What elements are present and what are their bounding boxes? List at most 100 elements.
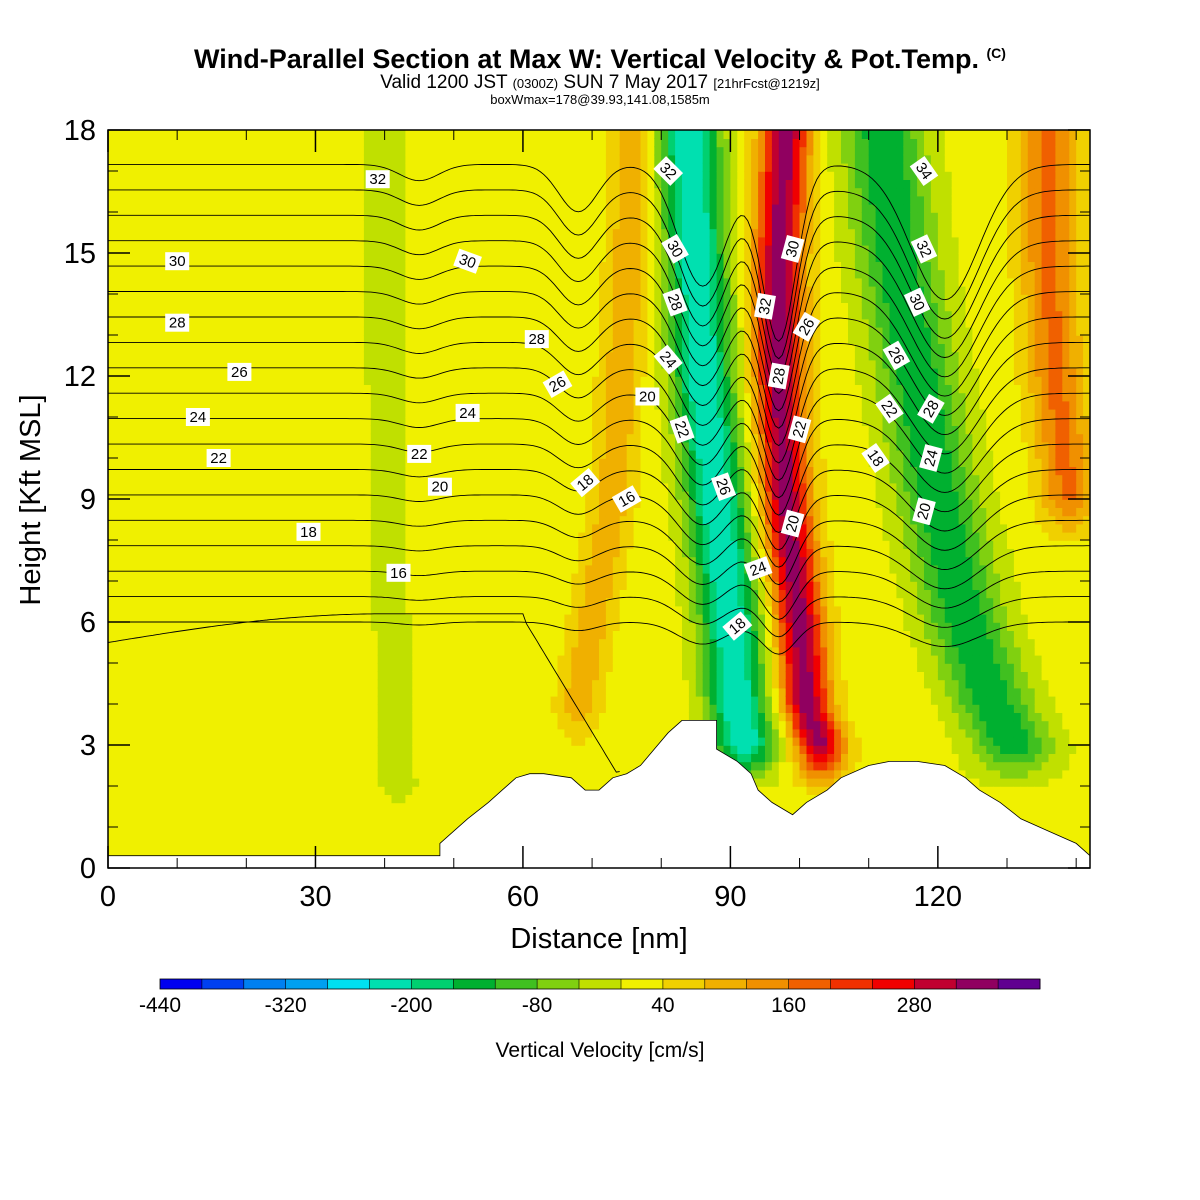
w-cell bbox=[405, 212, 414, 221]
w-cell bbox=[135, 269, 144, 279]
w-cell bbox=[218, 810, 227, 820]
w-cell bbox=[149, 646, 158, 656]
w-cell bbox=[246, 810, 254, 820]
w-cell bbox=[142, 679, 151, 689]
w-cell bbox=[204, 654, 213, 664]
w-cell bbox=[260, 425, 268, 435]
w-cell bbox=[287, 835, 296, 845]
w-cell bbox=[225, 203, 234, 213]
w-cell bbox=[197, 441, 206, 451]
w-cell bbox=[467, 704, 476, 713]
w-cell bbox=[121, 130, 130, 139]
w-cell bbox=[232, 466, 241, 476]
w-cell bbox=[294, 507, 303, 517]
w-cell bbox=[446, 777, 455, 787]
w-cell bbox=[294, 367, 303, 377]
w-cell bbox=[142, 687, 151, 697]
w-cell bbox=[474, 203, 483, 213]
w-cell bbox=[191, 130, 199, 139]
w-cell bbox=[280, 326, 289, 336]
w-cell bbox=[184, 736, 192, 746]
w-cell bbox=[363, 679, 372, 689]
w-cell bbox=[446, 318, 455, 328]
w-cell bbox=[336, 720, 344, 730]
w-cell bbox=[267, 441, 275, 451]
w-cell bbox=[253, 244, 261, 254]
w-cell bbox=[377, 671, 386, 681]
w-cell bbox=[108, 458, 116, 467]
w-cell bbox=[142, 523, 151, 533]
w-cell bbox=[315, 318, 324, 328]
w-cell bbox=[170, 638, 178, 648]
w-cell bbox=[218, 695, 227, 705]
w-cell bbox=[343, 638, 351, 648]
w-cell bbox=[322, 622, 331, 631]
w-cell bbox=[419, 261, 427, 271]
w-cell bbox=[204, 384, 213, 394]
w-cell bbox=[363, 458, 372, 467]
w-cell bbox=[377, 531, 386, 541]
w-cell bbox=[308, 695, 317, 705]
w-cell bbox=[426, 556, 434, 566]
w-cell bbox=[322, 285, 331, 295]
w-cell bbox=[384, 367, 393, 377]
w-cell bbox=[142, 556, 151, 566]
w-cell bbox=[384, 499, 393, 508]
w-cell bbox=[191, 441, 199, 451]
w-cell bbox=[121, 704, 130, 713]
w-cell bbox=[315, 302, 324, 312]
w-cell bbox=[363, 638, 372, 648]
w-cell bbox=[343, 630, 351, 640]
w-cell bbox=[218, 663, 227, 672]
w-cell bbox=[481, 376, 490, 385]
w-cell bbox=[370, 736, 379, 746]
w-cell bbox=[294, 253, 303, 262]
w-cell bbox=[260, 195, 268, 205]
w-cell bbox=[163, 244, 171, 254]
w-cell bbox=[419, 818, 427, 828]
w-cell bbox=[398, 605, 407, 615]
w-cell bbox=[315, 187, 324, 197]
w-cell bbox=[177, 359, 185, 369]
w-cell bbox=[405, 351, 414, 361]
w-cell bbox=[253, 376, 261, 385]
w-cell bbox=[114, 499, 123, 508]
w-cell bbox=[322, 745, 331, 754]
w-cell bbox=[191, 162, 199, 172]
w-cell bbox=[267, 285, 275, 295]
w-cell bbox=[357, 458, 365, 467]
w-cell bbox=[239, 728, 248, 738]
w-cell bbox=[350, 154, 358, 164]
w-cell bbox=[301, 663, 310, 672]
w-cell bbox=[377, 548, 386, 558]
w-cell bbox=[253, 269, 261, 279]
w-cell bbox=[128, 318, 137, 328]
w-cell bbox=[239, 474, 248, 484]
w-cell bbox=[142, 835, 151, 845]
w-cell bbox=[197, 294, 206, 303]
w-cell bbox=[426, 335, 434, 344]
w-cell bbox=[419, 351, 427, 361]
w-cell bbox=[467, 154, 476, 164]
w-cell bbox=[426, 654, 434, 664]
w-cell bbox=[149, 310, 158, 320]
w-cell bbox=[426, 269, 434, 279]
w-cell bbox=[170, 589, 178, 599]
w-cell bbox=[108, 146, 116, 156]
w-cell bbox=[439, 769, 448, 779]
w-cell bbox=[426, 720, 434, 730]
w-cell bbox=[246, 622, 254, 631]
w-cell bbox=[363, 613, 372, 623]
w-cell bbox=[357, 572, 365, 582]
w-cell bbox=[239, 343, 248, 353]
w-cell bbox=[225, 548, 234, 558]
w-cell bbox=[246, 572, 254, 582]
w-cell bbox=[156, 613, 165, 623]
w-cell bbox=[363, 400, 372, 410]
w-cell bbox=[108, 228, 116, 238]
w-cell bbox=[253, 720, 261, 730]
w-cell bbox=[274, 777, 282, 787]
w-cell bbox=[260, 244, 268, 254]
w-cell bbox=[343, 285, 351, 295]
w-cell bbox=[405, 597, 414, 607]
